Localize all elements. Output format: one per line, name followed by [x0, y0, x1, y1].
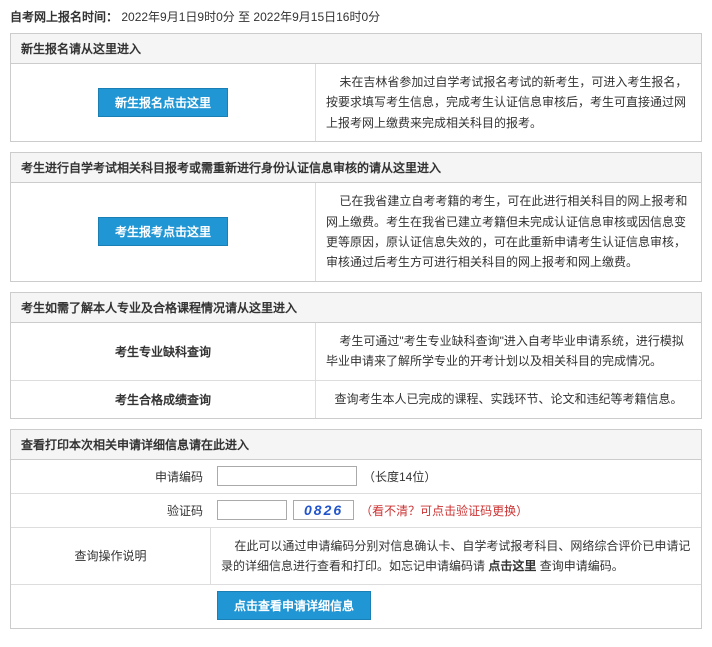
existing-student-section: 考生进行自学考试相关科目报考或需重新进行身份认证信息审核的请从这里进入 考生报考…: [10, 152, 702, 282]
application-code-input[interactable]: [217, 466, 357, 486]
registration-time-label: 自考网上报名时间：: [10, 10, 118, 24]
query-instruction-desc: 在此可以通过申请编码分别对信息确认卡、自学考试报考科目、网络综合评价已申请记录的…: [211, 528, 701, 585]
missing-subject-query-label[interactable]: 考生专业缺科查询: [11, 323, 316, 380]
application-code-hint: （长度14位）: [363, 468, 436, 485]
view-detail-button[interactable]: 点击查看申请详细信息: [217, 591, 371, 620]
application-code-label: 申请编码: [11, 468, 211, 485]
print-section: 查看打印本次相关申请详细信息请在此进入 申请编码 （长度14位） 验证码 082…: [10, 429, 702, 630]
print-section-title: 查看打印本次相关申请详细信息请在此进入: [11, 430, 701, 460]
captcha-label: 验证码: [11, 502, 211, 519]
query-section: 考生如需了解本人专业及合格课程情况请从这里进入 考生专业缺科查询 考生可通过"考…: [10, 292, 702, 419]
passed-grade-query-desc: 查询考生本人已完成的课程、实践环节、论文和违纪等考籍信息。: [316, 381, 701, 418]
existing-student-register-button[interactable]: 考生报考点击这里: [98, 217, 228, 246]
registration-time-header: 自考网上报名时间： 2022年9月1日9时0分 至 2022年9月15日16时0…: [10, 8, 702, 25]
existing-student-button-cell: 考生报考点击这里: [11, 183, 316, 281]
captcha-image[interactable]: 0826: [293, 500, 354, 520]
query-section-title: 考生如需了解本人专业及合格课程情况请从这里进入: [11, 293, 701, 323]
captcha-input[interactable]: [217, 500, 287, 520]
missing-subject-query-desc: 考生可通过"考生专业缺科查询"进入自考毕业申请系统，进行模拟毕业申请来了解所学专…: [316, 323, 701, 380]
new-student-register-button[interactable]: 新生报名点击这里: [98, 88, 228, 117]
captcha-refresh-hint[interactable]: （看不清？可点击验证码更换）: [360, 502, 528, 519]
registration-time-value: 2022年9月1日9时0分 至 2022年9月15日16时0分: [121, 10, 380, 24]
existing-student-title: 考生进行自学考试相关科目报考或需重新进行身份认证信息审核的请从这里进入: [11, 153, 701, 183]
query-instruction-label: 查询操作说明: [11, 528, 211, 585]
new-student-title: 新生报名请从这里进入: [11, 34, 701, 64]
new-student-desc: 未在吉林省参加过自学考试报名考试的新考生，可进入考生报名，按要求填写考生信息，完…: [316, 64, 701, 141]
new-student-section: 新生报名请从这里进入 新生报名点击这里 未在吉林省参加过自学考试报名考试的新考生…: [10, 33, 702, 142]
new-student-button-cell: 新生报名点击这里: [11, 64, 316, 141]
existing-student-desc: 已在我省建立自考考籍的考生，可在此进行相关科目的网上报考和网上缴费。考生在我省已…: [316, 183, 701, 281]
passed-grade-query-label[interactable]: 考生合格成绩查询: [11, 381, 316, 418]
click-here-link[interactable]: 点击这里: [488, 559, 536, 573]
